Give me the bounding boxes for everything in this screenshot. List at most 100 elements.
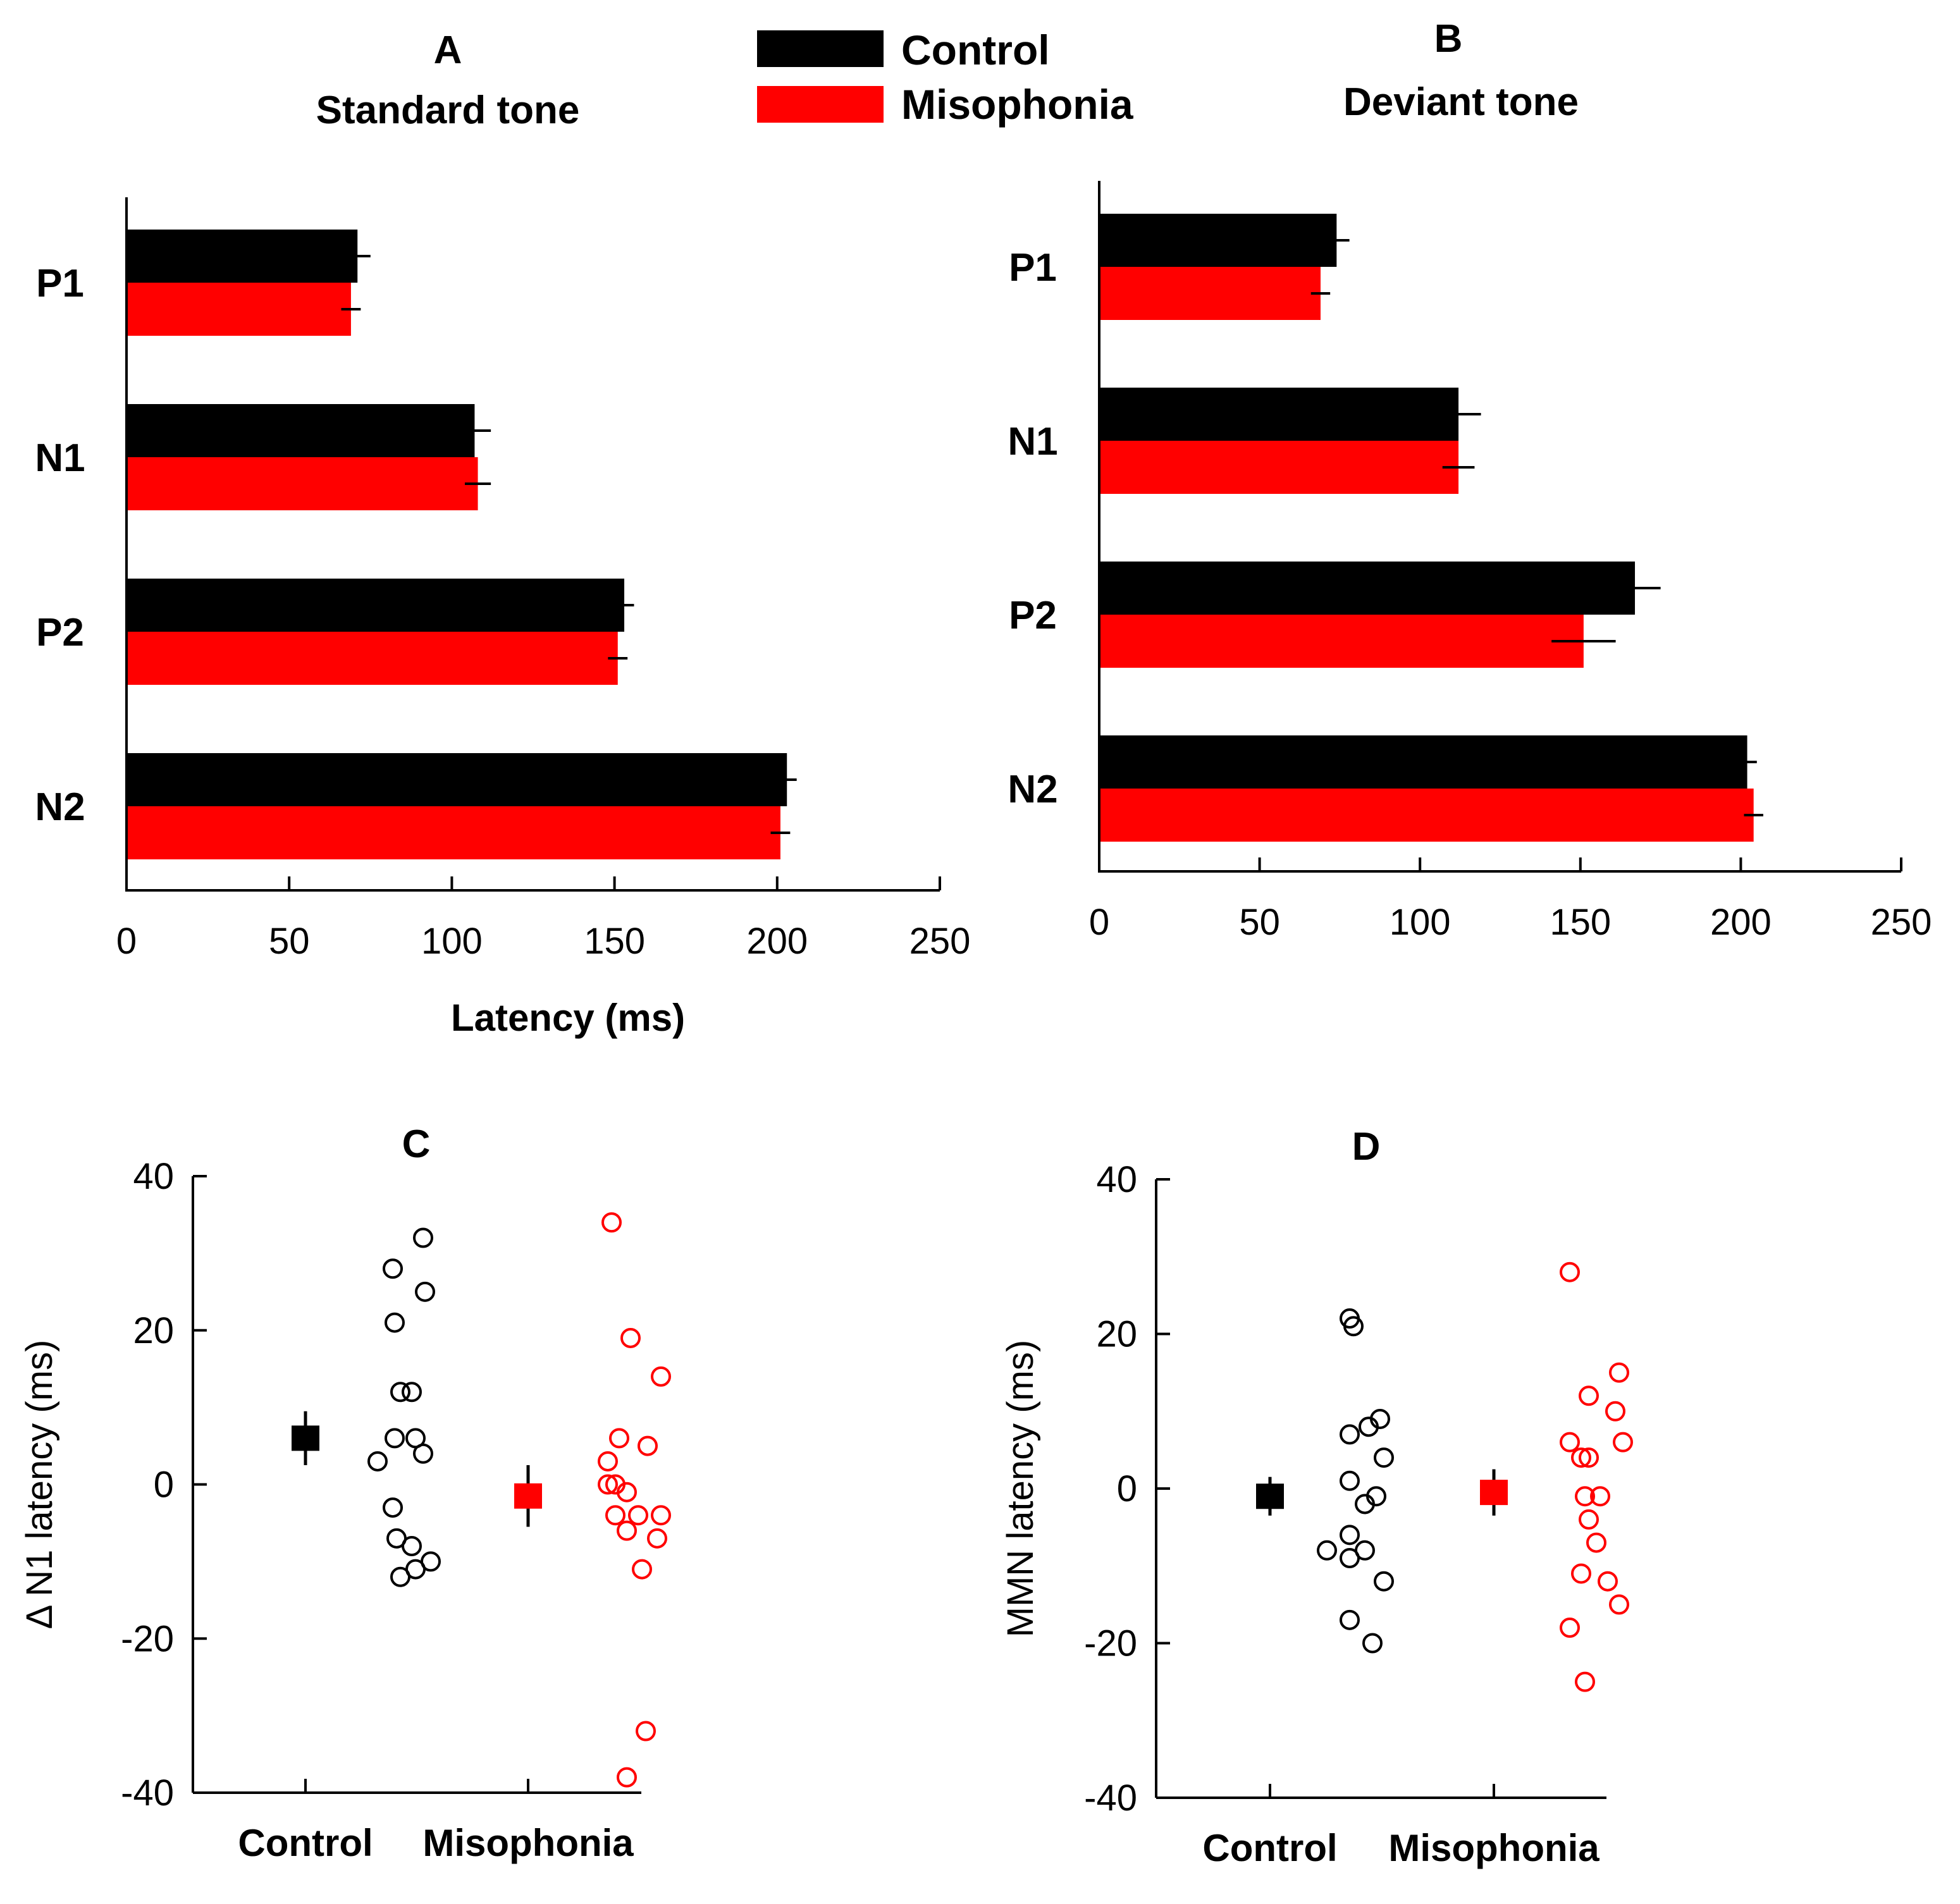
x-tick-label: 50 xyxy=(1239,902,1280,943)
x-tick-label: 100 xyxy=(1390,902,1451,943)
data-point-misophonia xyxy=(609,1428,629,1449)
data-point-control xyxy=(1340,1548,1360,1569)
data-point-misophonia xyxy=(617,1520,637,1541)
data-point-misophonia xyxy=(1571,1563,1591,1584)
data-point-misophonia xyxy=(1560,1432,1580,1453)
data-point-control xyxy=(402,1536,422,1556)
data-point-control xyxy=(1343,1316,1364,1337)
panel-a-title: Standard tone xyxy=(316,89,580,132)
bar-n1-misophonia xyxy=(1100,441,1459,494)
group-label-misophonia: Misophonia xyxy=(1388,1827,1599,1869)
data-point-misophonia xyxy=(598,1451,618,1471)
data-point-misophonia xyxy=(601,1212,622,1233)
y-tick-label: 20 xyxy=(1096,1314,1137,1355)
data-point-misophonia xyxy=(1609,1362,1629,1383)
panel-a-x-axis-title: Latency (ms) xyxy=(451,997,685,1039)
panel-d-letter: D xyxy=(1352,1125,1381,1169)
data-point-misophonia xyxy=(1571,1447,1591,1468)
group-label-control: Control xyxy=(238,1822,373,1864)
data-point-misophonia xyxy=(598,1474,618,1495)
data-point-control xyxy=(1340,1525,1360,1545)
x-tick-label: 250 xyxy=(909,921,971,962)
category-label-n2: N2 xyxy=(35,785,85,829)
x-tick-label: 250 xyxy=(1871,902,1932,943)
x-tick-label: 100 xyxy=(421,921,483,962)
data-point-misophonia xyxy=(1575,1671,1595,1692)
data-point-misophonia xyxy=(1579,1447,1599,1468)
data-point-misophonia xyxy=(651,1366,671,1387)
data-point-misophonia xyxy=(1605,1401,1625,1422)
legend-swatch-misophonia xyxy=(757,86,884,123)
data-point-control xyxy=(1374,1447,1394,1468)
x-tick-label: 150 xyxy=(584,921,645,962)
category-label-p2: P2 xyxy=(1009,594,1057,637)
bar-p2-control xyxy=(128,579,625,632)
panel-a-letter: A xyxy=(434,28,462,72)
y-tick-label: 40 xyxy=(133,1156,174,1197)
y-tick-label: 20 xyxy=(133,1310,174,1351)
category-label-p1: P1 xyxy=(1009,246,1057,290)
mean-marker-misophonia xyxy=(1480,1480,1508,1506)
category-label-n1: N1 xyxy=(35,436,85,480)
data-point-control xyxy=(385,1428,405,1449)
data-point-control xyxy=(413,1443,433,1464)
data-point-control xyxy=(390,1382,410,1403)
y-tick-label: 0 xyxy=(154,1465,174,1506)
bar-n2-control xyxy=(1100,735,1747,789)
data-point-misophonia xyxy=(1575,1486,1595,1507)
data-point-misophonia xyxy=(617,1482,637,1502)
chart-a-standard-tone: 0 50 100 150 200 250 P1 N1 P2 N2 xyxy=(35,197,970,962)
data-point-misophonia xyxy=(1586,1532,1606,1553)
category-label-n2: N2 xyxy=(1008,768,1057,811)
data-point-misophonia xyxy=(1579,1509,1599,1530)
data-point-control xyxy=(402,1382,422,1403)
data-point-misophonia xyxy=(1560,1262,1580,1282)
y-axis-title: Δ N1 latency (ms) xyxy=(19,1340,60,1630)
bar-n1-misophonia xyxy=(128,457,478,510)
x-tick-label: 200 xyxy=(1710,902,1772,943)
y-tick-label: -40 xyxy=(121,1772,174,1814)
data-point-control xyxy=(1359,1416,1379,1437)
data-point-misophonia xyxy=(1560,1618,1580,1638)
data-point-control xyxy=(1362,1633,1383,1654)
bar-n1-control xyxy=(128,404,475,457)
data-point-misophonia xyxy=(1598,1571,1618,1592)
bar-p1-control xyxy=(128,230,358,283)
data-point-control xyxy=(367,1451,388,1471)
data-point-control xyxy=(383,1497,403,1518)
panel-c-letter: C xyxy=(402,1122,431,1166)
mean-marker-misophonia xyxy=(514,1483,542,1509)
data-point-misophonia xyxy=(632,1559,652,1580)
panel-b-title: Deviant tone xyxy=(1343,80,1579,124)
bar-p2-misophonia xyxy=(128,632,618,685)
x-tick-label: 0 xyxy=(116,921,137,962)
group-label-misophonia: Misophonia xyxy=(422,1822,634,1864)
data-point-control xyxy=(1355,1494,1375,1514)
data-point-misophonia xyxy=(1609,1594,1629,1615)
data-point-control xyxy=(1340,1609,1360,1630)
legend: Control Misophonia xyxy=(757,27,1134,128)
legend-label-control: Control xyxy=(901,27,1050,73)
data-point-misophonia xyxy=(638,1435,658,1456)
bar-n2-misophonia xyxy=(1100,789,1754,842)
data-point-control xyxy=(413,1227,433,1248)
data-point-misophonia xyxy=(647,1528,667,1549)
bar-p1-control xyxy=(1100,214,1337,267)
y-tick-label: -20 xyxy=(121,1618,174,1659)
data-point-misophonia xyxy=(636,1721,656,1741)
bar-p2-control xyxy=(1100,562,1636,615)
data-point-control xyxy=(1317,1540,1337,1561)
chart-d-mmn-latency: 40 20 0 -20 -40 MMN latency (ms) Control Misoph… xyxy=(1000,1159,1633,1869)
data-point-misophonia xyxy=(1579,1385,1599,1406)
category-label-n1: N1 xyxy=(1008,420,1057,464)
legend-label-misophonia: Misophonia xyxy=(901,81,1134,128)
y-tick-label: 40 xyxy=(1096,1159,1137,1200)
bar-n1-control xyxy=(1100,388,1459,441)
data-point-control xyxy=(390,1566,410,1587)
category-label-p1: P1 xyxy=(36,262,84,305)
x-tick-label: 200 xyxy=(746,921,808,962)
bar-n2-control xyxy=(128,753,787,806)
y-axis-title: MMN latency (ms) xyxy=(1000,1340,1041,1637)
bar-p1-misophonia xyxy=(1100,267,1321,320)
